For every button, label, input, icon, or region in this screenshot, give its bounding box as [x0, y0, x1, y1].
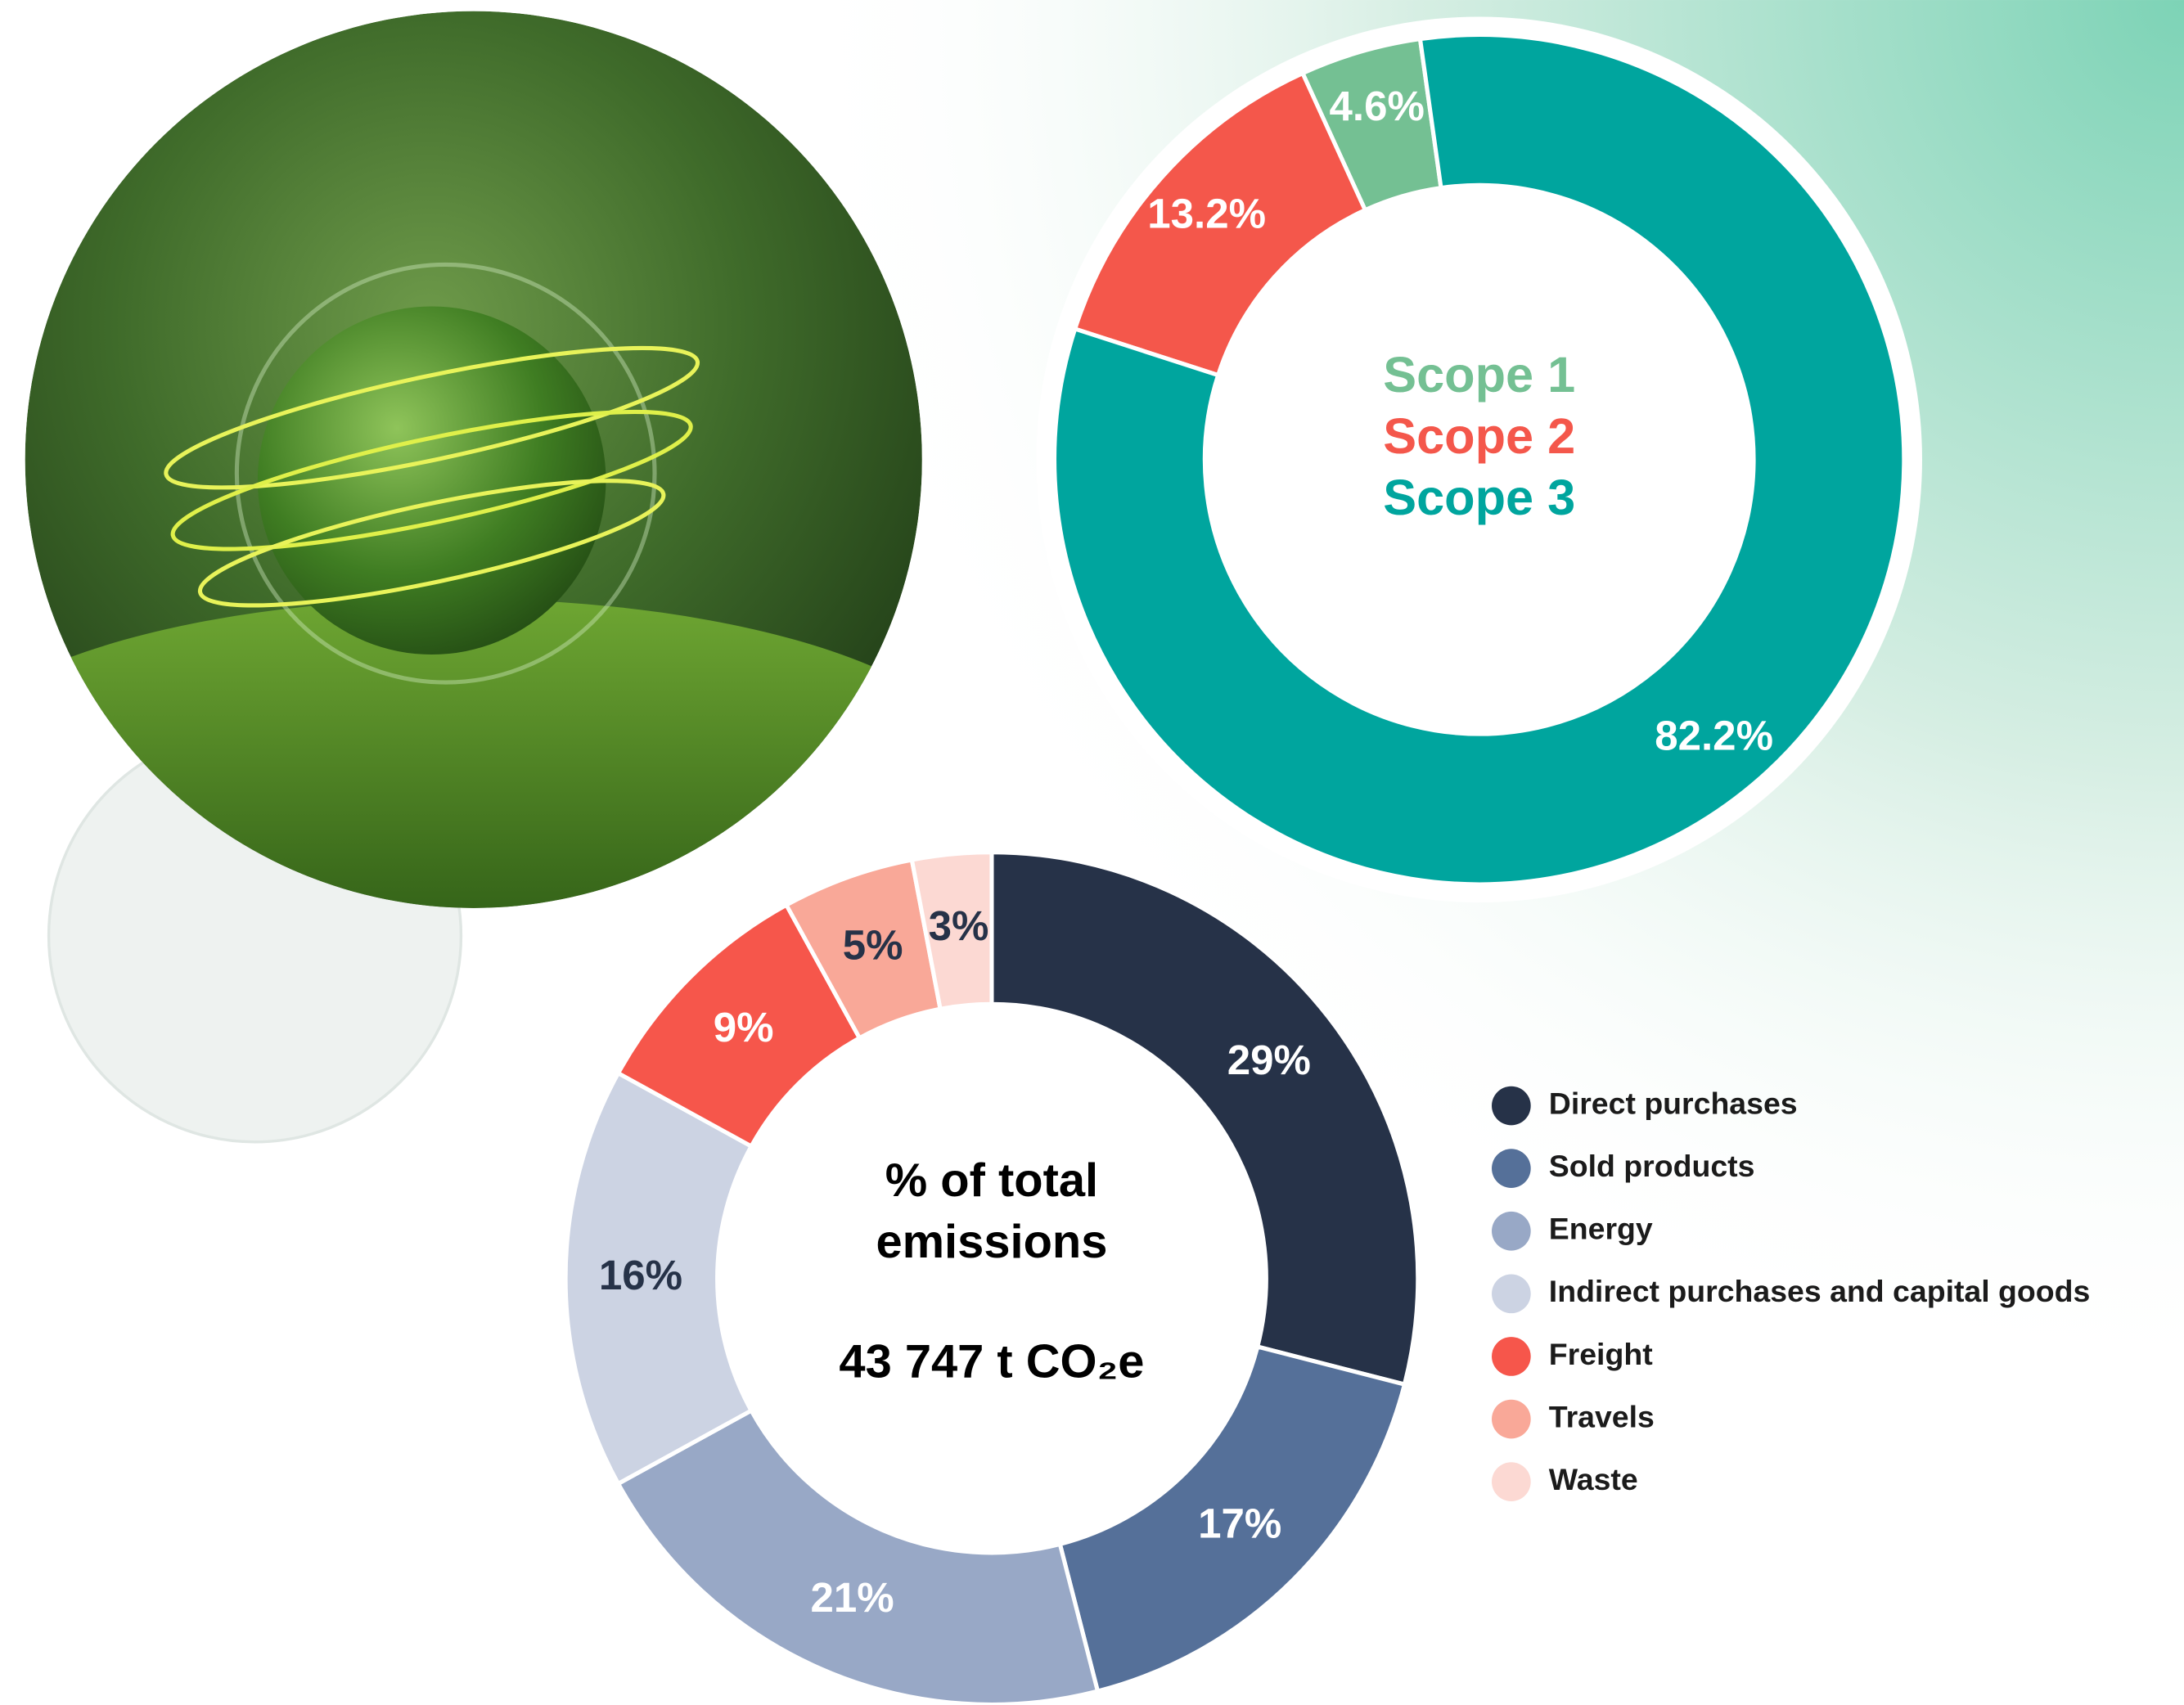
data-label: 16%: [599, 1252, 682, 1298]
center-title: % of total: [885, 1154, 1098, 1207]
data-label: 13.2%: [1147, 191, 1266, 237]
center-title: emissions: [876, 1216, 1107, 1268]
legend-label: Indirect purchases and capital goods: [1549, 1274, 2091, 1308]
legend-label: Waste: [1549, 1462, 1638, 1496]
data-label: 9%: [714, 1004, 774, 1050]
legend-label: Freight: [1549, 1337, 1653, 1371]
legend-swatch: [1492, 1275, 1531, 1314]
center-label: Scope 2: [1383, 408, 1575, 464]
center-total: 43 747 t CO₂e: [839, 1335, 1144, 1388]
legend-label: Direct purchases: [1549, 1086, 1798, 1120]
canvas: 4.6% 13.2% 82.2% Scope 1Scope 2 Scope 3 29% 1…: [0, 0, 2184, 1705]
center-label: Scope 1: [1383, 347, 1575, 403]
legend-swatch: [1492, 1212, 1531, 1251]
data-label: 82.2%: [1655, 713, 1773, 759]
legend-swatch: [1492, 1149, 1531, 1188]
legend-label: Sold products: [1549, 1149, 1755, 1183]
legend-swatch: [1492, 1086, 1531, 1126]
data-label: 3%: [929, 902, 989, 949]
data-label: 17%: [1198, 1500, 1281, 1546]
center-label: Scope 3: [1383, 470, 1575, 525]
data-label: 4.6%: [1330, 83, 1425, 129]
legend-label: Travels: [1549, 1399, 1655, 1433]
legend-label: Energy: [1549, 1212, 1653, 1246]
legend-swatch: [1492, 1400, 1531, 1439]
data-label: 5%: [843, 922, 903, 969]
data-label: 21%: [811, 1574, 894, 1621]
legend-swatch: [1492, 1337, 1531, 1376]
legend-swatch: [1492, 1462, 1531, 1501]
page: {"chart_data": [ {"type": "donut", "cent…: [0, 0, 2184, 1705]
data-label: 29%: [1227, 1037, 1311, 1083]
